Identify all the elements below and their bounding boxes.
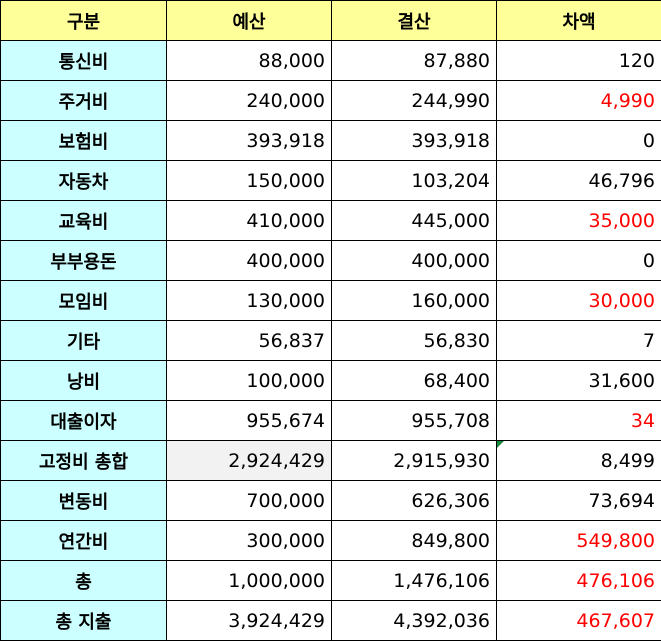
actual-cell[interactable]: 4,392,036	[331, 600, 497, 641]
difference-cell[interactable]: 31,600	[496, 360, 661, 401]
row-label-cell[interactable]: 기타	[0, 320, 167, 361]
budget-cell[interactable]: 400,000	[166, 240, 332, 281]
row-label-cell[interactable]: 총 지출	[0, 600, 167, 641]
difference-cell-overspend[interactable]: 30,000	[496, 280, 661, 321]
actual-cell[interactable]: 56,830	[331, 320, 497, 361]
budget-cell[interactable]: 300,000	[166, 520, 332, 561]
row-label-cell[interactable]: 자동차	[0, 160, 167, 201]
table-row: 총 1,000,000 1,476,106 476,106	[0, 560, 661, 601]
actual-cell[interactable]: 2,915,930	[331, 440, 497, 481]
difference-cell[interactable]: 46,796	[496, 160, 661, 201]
budget-cell[interactable]: 955,674	[166, 400, 332, 441]
difference-cell-with-error-marker[interactable]: 8,499	[496, 440, 661, 481]
row-label-cell[interactable]: 낭비	[0, 360, 167, 401]
actual-cell[interactable]: 160,000	[331, 280, 497, 321]
row-label-cell[interactable]: 통신비	[0, 40, 167, 81]
budget-cell[interactable]: 240,000	[166, 80, 332, 121]
budget-cell[interactable]: 3,924,429	[166, 600, 332, 641]
header-actual[interactable]: 결산	[331, 0, 497, 41]
actual-cell[interactable]: 445,000	[331, 200, 497, 241]
table-row: 모임비 130,000 160,000 30,000	[0, 280, 661, 321]
row-label-cell[interactable]: 변동비	[0, 480, 167, 521]
row-label-cell[interactable]: 주거비	[0, 80, 167, 121]
header-row: 구분 예산 결산 차액	[0, 0, 661, 41]
difference-cell[interactable]: 73,694	[496, 480, 661, 521]
table-row: 부부용돈 400,000 400,000 0	[0, 240, 661, 281]
budget-cell[interactable]: 393,918	[166, 120, 332, 161]
row-label-cell[interactable]: 연간비	[0, 520, 167, 561]
actual-cell[interactable]: 103,204	[331, 160, 497, 201]
table-row: 연간비 300,000 849,800 549,800	[0, 520, 661, 561]
header-budget[interactable]: 예산	[166, 0, 332, 41]
table-row: 대출이자 955,674 955,708 34	[0, 400, 661, 441]
header-difference[interactable]: 차액	[496, 0, 661, 41]
table-row: 낭비 100,000 68,400 31,600	[0, 360, 661, 401]
difference-cell-overspend[interactable]: 476,106	[496, 560, 661, 601]
row-label-cell[interactable]: 모임비	[0, 280, 167, 321]
row-label-cell[interactable]: 총	[0, 560, 167, 601]
table-row: 통신비 88,000 87,880 120	[0, 40, 661, 81]
budget-cell-selected[interactable]: 2,924,429	[166, 440, 332, 481]
row-label-cell[interactable]: 보험비	[0, 120, 167, 161]
row-label-cell[interactable]: 부부용돈	[0, 240, 167, 281]
budget-cell[interactable]: 100,000	[166, 360, 332, 401]
actual-cell[interactable]: 87,880	[331, 40, 497, 81]
table-row: 교육비 410,000 445,000 35,000	[0, 200, 661, 241]
table-row: 자동차 150,000 103,204 46,796	[0, 160, 661, 201]
difference-cell-overspend[interactable]: 549,800	[496, 520, 661, 561]
difference-cell-overspend[interactable]: 467,607	[496, 600, 661, 641]
budget-cell[interactable]: 88,000	[166, 40, 332, 81]
table-row: 보험비 393,918 393,918 0	[0, 120, 661, 161]
difference-cell[interactable]: 0	[496, 240, 661, 281]
table-row: 기타 56,837 56,830 7	[0, 320, 661, 361]
row-label-cell[interactable]: 고정비 총합	[0, 440, 167, 481]
budget-cell[interactable]: 700,000	[166, 480, 332, 521]
row-label-cell[interactable]: 대출이자	[0, 400, 167, 441]
budget-cell[interactable]: 56,837	[166, 320, 332, 361]
row-label-cell[interactable]: 교육비	[0, 200, 167, 241]
table-row: 변동비 700,000 626,306 73,694	[0, 480, 661, 521]
difference-cell[interactable]: 0	[496, 120, 661, 161]
actual-cell[interactable]: 68,400	[331, 360, 497, 401]
budget-cell[interactable]: 150,000	[166, 160, 332, 201]
actual-cell[interactable]: 400,000	[331, 240, 497, 281]
difference-cell-overspend[interactable]: 4,990	[496, 80, 661, 121]
difference-cell[interactable]: 7	[496, 320, 661, 361]
difference-cell-overspend[interactable]: 35,000	[496, 200, 661, 241]
budget-cell[interactable]: 410,000	[166, 200, 332, 241]
budget-cell[interactable]: 1,000,000	[166, 560, 332, 601]
subtotal-row: 고정비 총합 2,924,429 2,915,930 8,499	[0, 440, 661, 481]
difference-cell[interactable]: 120	[496, 40, 661, 81]
actual-cell[interactable]: 849,800	[331, 520, 497, 561]
table-row: 주거비 240,000 244,990 4,990	[0, 80, 661, 121]
header-category[interactable]: 구분	[0, 0, 167, 41]
actual-cell[interactable]: 393,918	[331, 120, 497, 161]
difference-cell-overspend[interactable]: 34	[496, 400, 661, 441]
actual-cell[interactable]: 244,990	[331, 80, 497, 121]
budget-cell[interactable]: 130,000	[166, 280, 332, 321]
total-row: 총 지출 3,924,429 4,392,036 467,607	[0, 600, 661, 641]
actual-cell[interactable]: 955,708	[331, 400, 497, 441]
actual-cell[interactable]: 626,306	[331, 480, 497, 521]
actual-cell[interactable]: 1,476,106	[331, 560, 497, 601]
